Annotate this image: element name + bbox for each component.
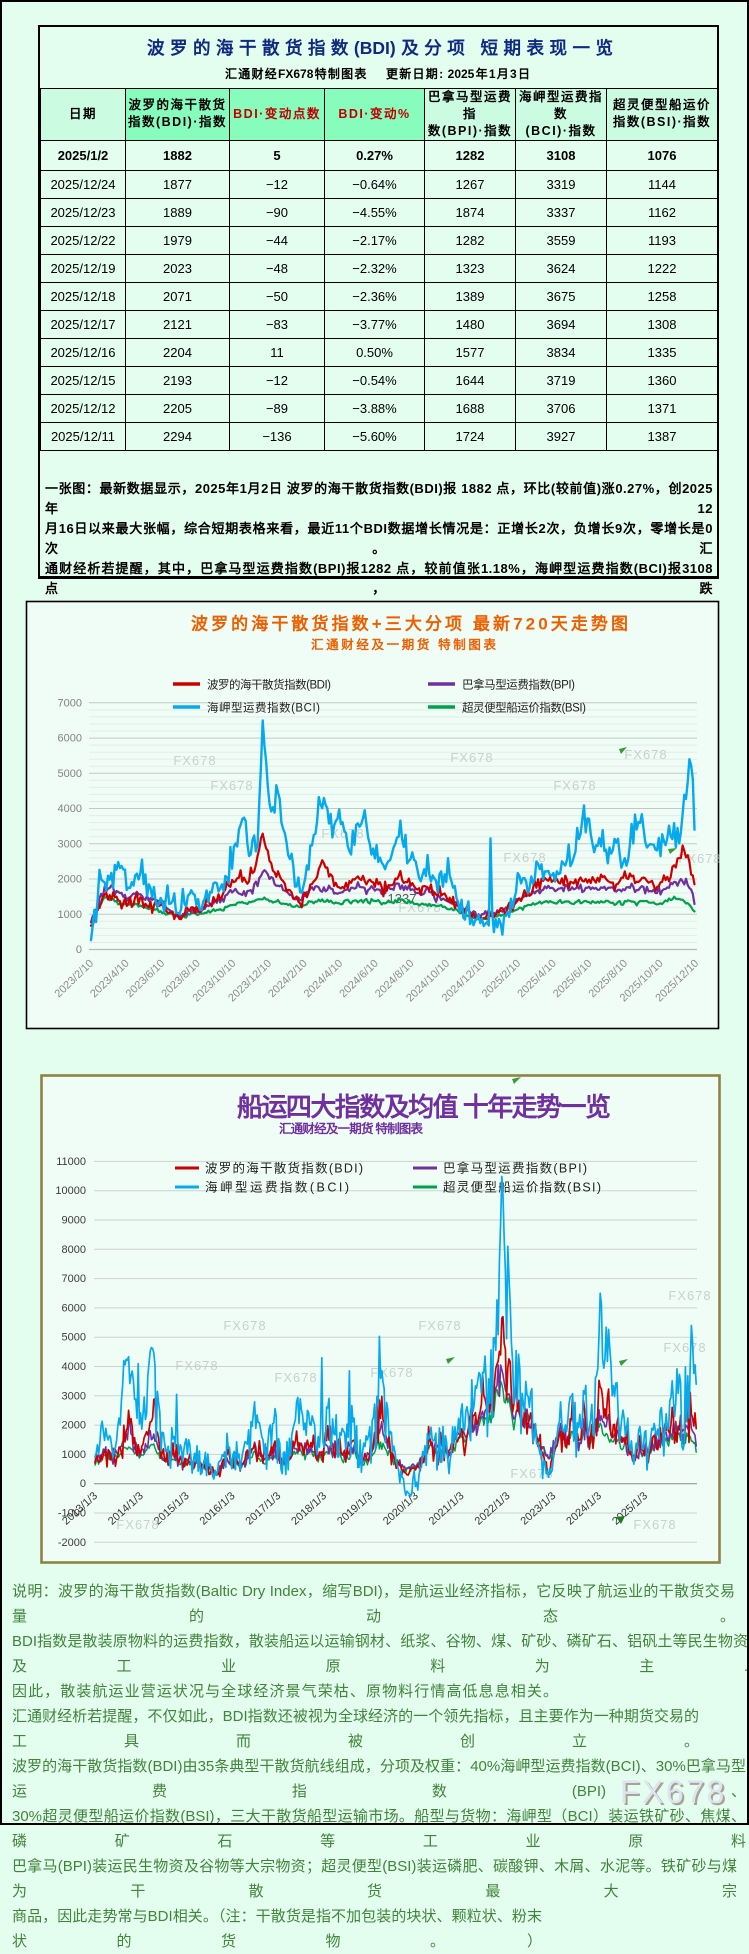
svg-text:FX678: FX678 [624,747,667,762]
svg-text:5000: 5000 [62,1332,86,1344]
svg-text:FX678: FX678 [116,1517,159,1532]
svg-text:7000: 7000 [58,697,82,709]
svg-text:波罗的海干散货指数(BDI): 波罗的海干散货指数(BDI) [207,678,331,692]
svg-text:9000: 9000 [62,1215,86,1227]
svg-text:FX678: FX678 [633,1517,676,1532]
svg-text:FX678: FX678 [175,1358,218,1373]
svg-text:FX678: FX678 [503,850,546,865]
svg-text:波罗的海干散货指数(BDI): 波罗的海干散货指数(BDI) [205,1161,363,1176]
svg-text:FX678: FX678 [370,1365,413,1380]
svg-text:7000: 7000 [62,1273,86,1285]
svg-text:1000: 1000 [62,1449,86,1461]
svg-text:-1000: -1000 [58,1508,86,1520]
svg-text:1000: 1000 [58,909,82,921]
svg-text:4000: 4000 [62,1361,86,1373]
svg-text:2000: 2000 [62,1420,86,1432]
svg-text:8000: 8000 [62,1244,86,1256]
svg-text:船运四大指数及均值 十年走势一览: 船运四大指数及均值 十年走势一览 [237,1092,611,1122]
svg-text:FX678: FX678 [418,1318,461,1333]
svg-text:巴拿马型运费指数(BPI): 巴拿马型运费指数(BPI) [443,1161,587,1176]
svg-text:海岬型运费指数(BCI): 海岬型运费指数(BCI) [207,701,320,715]
svg-text:FX678: FX678 [223,1318,266,1333]
svg-text:11000: 11000 [56,1156,86,1168]
svg-text:5000: 5000 [58,768,82,780]
svg-text:巴拿马型运费指数(BPI): 巴拿马型运费指数(BPI) [462,678,575,692]
svg-text:FX678: FX678 [668,1288,711,1303]
svg-text:波罗的海干散货指数+三大分项 最新720天走势图: 波罗的海干散货指数+三大分项 最新720天走势图 [191,614,628,634]
svg-text:海岬型运费指数(BCI): 海岬型运费指数(BCI) [205,1180,349,1195]
svg-text:3000: 3000 [58,838,82,850]
svg-text:FX678: FX678 [663,1340,706,1355]
svg-text:FX678: FX678 [450,750,493,765]
svg-text:4000: 4000 [58,803,82,815]
svg-text:2000: 2000 [58,874,82,886]
svg-text:FX678: FX678 [274,1370,317,1385]
svg-text:FX678: FX678 [210,778,253,793]
svg-text:FX678: FX678 [553,778,596,793]
svg-text:汇通财经及一期货 特制图表: 汇通财经及一期货 特制图表 [311,637,496,652]
svg-text:超灵便型船运价指数(BSI): 超灵便型船运价指数(BSI) [443,1180,601,1195]
svg-text:0: 0 [80,1478,86,1490]
svg-text:0: 0 [76,944,82,956]
svg-text:3000: 3000 [62,1390,86,1402]
svg-text:10000: 10000 [55,1185,86,1197]
svg-text:超灵便型船运价指数(BSI): 超灵便型船运价指数(BSI) [462,701,586,715]
svg-text:FX678: FX678 [173,753,216,768]
svg-text:6000: 6000 [58,733,82,745]
svg-text:-2000: -2000 [58,1537,86,1549]
svg-text:汇通财经及一期货 特制图表: 汇通财经及一期货 特制图表 [279,1121,423,1136]
svg-text:6000: 6000 [62,1302,86,1314]
